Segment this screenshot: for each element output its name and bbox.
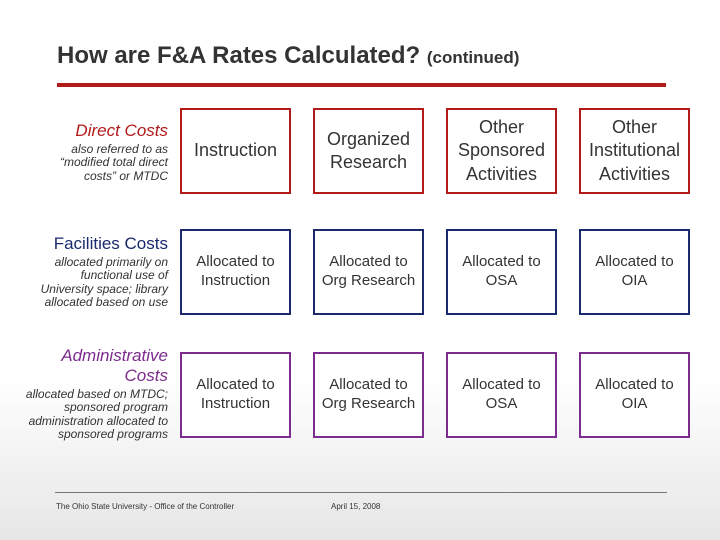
facilities-costs-desc-line: functional use of (80, 268, 168, 283)
direct-costs-desc-line: costs” or MTDC (84, 168, 168, 183)
facilities-costs-desc-line: University space; library (40, 281, 168, 296)
cell-text-line: Allocated to (329, 376, 408, 394)
facilities-costs-description: allocated primarily on functional use of… (40, 255, 168, 310)
cell-text-line: Sponsored (457, 140, 546, 161)
facilities-costs-desc-line: allocated primarily on (54, 255, 168, 269)
footer-divider (55, 492, 667, 493)
direct-costs-desc-line: “modified total direct (59, 155, 168, 170)
facilities-costs-desc-line: allocated based on use (44, 295, 168, 310)
row-label-facilities-costs: Facilities Costs allocated primarily on … (41, 234, 168, 310)
direct-costs-desc-line: also referred to as (71, 142, 168, 156)
admin-cell-instruction: Allocated to Instruction (180, 352, 291, 438)
direct-costs-heading: Direct Costs (75, 121, 168, 140)
cell-text-line: Activities (465, 163, 537, 184)
cell-text-line: Research (329, 152, 408, 172)
category-organized-research: Organized Research (313, 108, 424, 194)
footer-organization: The Ohio State University - Office of th… (56, 502, 235, 511)
cell-text-line: Allocated to (462, 376, 541, 394)
facilities-cell-instruction: Allocated to Instruction (180, 229, 291, 315)
direct-costs-description: also referred to as “modified total dire… (59, 142, 168, 183)
category-instruction: Instruction (180, 108, 291, 194)
cell-text-line: Allocated to (595, 376, 674, 394)
admin-cell-org-research: Allocated to Org Research (313, 352, 424, 438)
cell-text-line: Allocated to (329, 253, 408, 271)
cell-text-line: Org Research (321, 272, 416, 289)
cell-text-line: Institutional (588, 140, 681, 161)
administrative-costs-desc-line: administration allocated to (28, 413, 168, 428)
cell-text-line: Allocated to (196, 376, 275, 394)
cell-text-line: Allocated to (196, 253, 275, 271)
cell-text-line: Instruction (193, 140, 278, 161)
administrative-costs-desc-line: sponsored program (63, 400, 168, 415)
cell-text-line: OIA (621, 395, 648, 412)
footer-date: April 15, 2008 (331, 502, 381, 511)
facilities-cell-org-research: Allocated to Org Research (313, 229, 424, 315)
administrative-costs-description: allocated based on MTDC; sponsored progr… (25, 387, 168, 442)
administrative-costs-heading-line: Administrative (61, 346, 168, 365)
row-label-direct-costs: Direct Costs also referred to as “modifi… (60, 121, 168, 183)
category-other-institutional-activities: Other Institutional Activities (579, 108, 690, 194)
administrative-costs-desc-line: allocated based on MTDC; (25, 387, 168, 401)
cell-text-line: Other (611, 116, 658, 137)
cell-text-line: OSA (485, 272, 518, 289)
title-sub: (continued) (426, 48, 520, 67)
cell-text-line: Allocated to (595, 253, 674, 271)
title-main: How are F&A Rates Calculated? (57, 42, 421, 69)
cell-text-line: Org Research (321, 395, 416, 412)
admin-cell-oia: Allocated to OIA (579, 352, 690, 438)
cell-text-line: OIA (621, 272, 648, 289)
administrative-costs-heading-line: Costs (124, 366, 168, 385)
page-title: How are F&A Rates Calculated? (continued… (57, 42, 519, 70)
facilities-cell-osa: Allocated to OSA (446, 229, 557, 315)
administrative-costs-desc-line: sponsored programs (57, 427, 168, 442)
title-divider (57, 83, 666, 87)
row-label-administrative-costs: Administrative Costs allocated based on … (26, 346, 168, 442)
cell-text-line: Organized (326, 128, 411, 149)
administrative-costs-heading: Administrative Costs (26, 346, 168, 386)
category-other-sponsored-activities: Other Sponsored Activities (446, 108, 557, 194)
cell-text-line: Activities (598, 163, 670, 184)
cell-text-line: Other (478, 116, 524, 137)
facilities-cell-oia: Allocated to OIA (579, 229, 690, 315)
cell-text-line: Allocated to (462, 253, 541, 271)
cell-text-line: OSA (485, 395, 518, 412)
cell-text-line: Instruction (200, 272, 271, 289)
facilities-costs-heading: Facilities Costs (53, 234, 168, 253)
admin-cell-osa: Allocated to OSA (446, 352, 557, 438)
cell-text-line: Instruction (200, 395, 271, 412)
